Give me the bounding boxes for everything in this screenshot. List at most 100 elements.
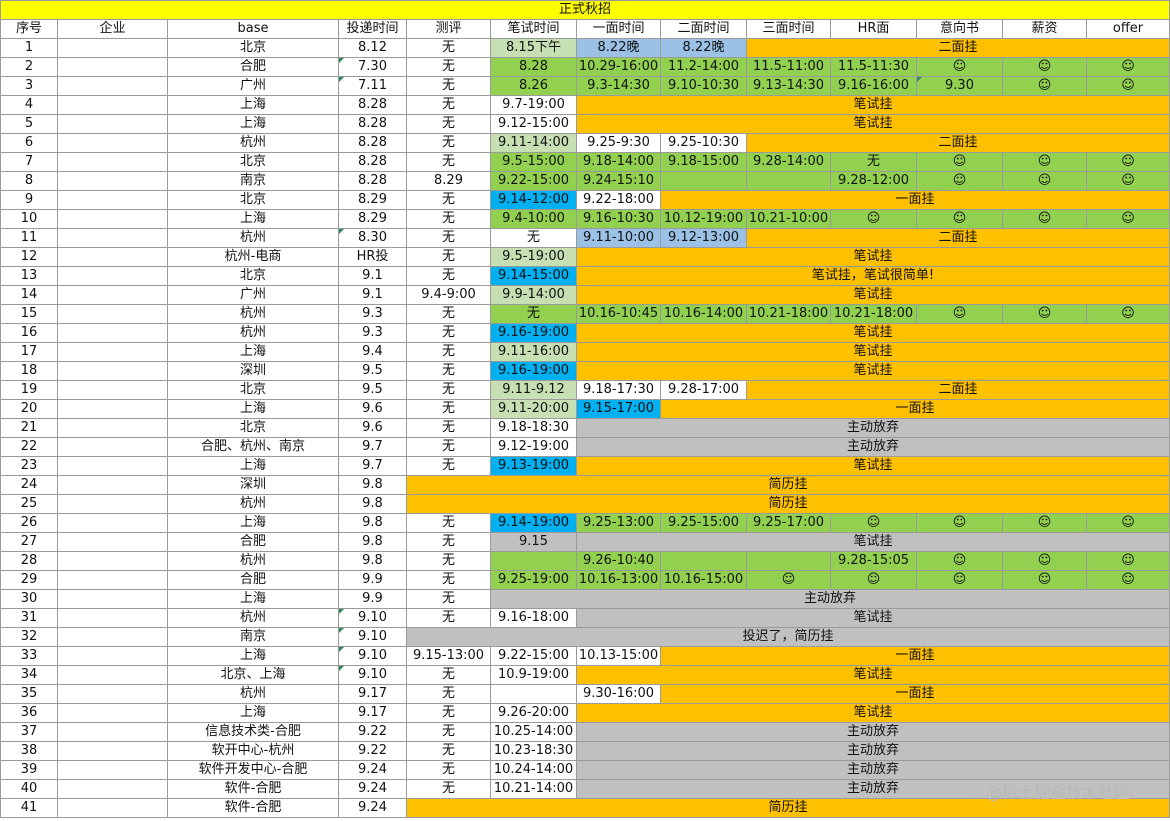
hr-interview-cell[interactable]: 9.28-12:00 xyxy=(830,171,917,191)
status-merged-cell[interactable]: 简历挂 xyxy=(406,475,1170,495)
status-merged-cell[interactable]: 主动放弃 xyxy=(576,722,1170,742)
company-cell[interactable] xyxy=(57,171,168,191)
salary-cell[interactable]: ☺ xyxy=(1002,551,1087,571)
base-cell[interactable]: 上海 xyxy=(167,209,339,229)
assessment-cell[interactable]: 无 xyxy=(406,570,491,590)
apply-date-cell[interactable]: 9.8 xyxy=(338,494,407,514)
written-test-cell[interactable]: 10.24-14:00 xyxy=(490,760,577,780)
sheet-title-cell[interactable]: 正式秋招 xyxy=(0,0,1170,20)
offer-cell[interactable]: ☺ xyxy=(1086,209,1170,229)
base-cell[interactable]: 南京 xyxy=(167,171,339,191)
status-merged-cell[interactable]: 笔试挂 xyxy=(576,323,1170,343)
status-merged-cell[interactable]: 一面挂 xyxy=(660,646,1170,666)
company-cell[interactable] xyxy=(57,418,168,438)
status-merged-cell[interactable]: 笔试挂 xyxy=(576,703,1170,723)
written-test-cell[interactable]: 9.22-15:00 xyxy=(490,171,577,191)
interview-2-cell[interactable]: 9.18-15:00 xyxy=(660,152,747,172)
apply-date-cell[interactable]: 9.8 xyxy=(338,532,407,552)
interview-1-cell[interactable]: 9.30-16:00 xyxy=(576,684,661,704)
index-cell[interactable]: 34 xyxy=(0,665,58,685)
written-test-cell[interactable]: 9.13-19:00 xyxy=(490,456,577,476)
written-test-cell[interactable]: 9.5-15:00 xyxy=(490,152,577,172)
interview-3-cell[interactable]: 9.25-17:00 xyxy=(746,513,831,533)
apply-date-cell[interactable]: 9.5 xyxy=(338,361,407,381)
status-merged-cell[interactable]: 笔试挂 xyxy=(576,285,1170,305)
index-cell[interactable]: 11 xyxy=(0,228,58,248)
assessment-cell[interactable]: 无 xyxy=(406,551,491,571)
apply-date-cell[interactable]: 8.29 xyxy=(338,209,407,229)
written-test-cell[interactable]: 10.9-19:00 xyxy=(490,665,577,685)
company-cell[interactable] xyxy=(57,722,168,742)
hr-interview-cell[interactable]: 11.5-11:30 xyxy=(830,57,917,77)
base-cell[interactable]: 上海 xyxy=(167,95,339,115)
written-test-cell[interactable]: 9.14-12:00 xyxy=(490,190,577,210)
apply-date-cell[interactable]: 8.28 xyxy=(338,133,407,153)
index-cell[interactable]: 35 xyxy=(0,684,58,704)
interview-1-cell[interactable]: 9.3-14:30 xyxy=(576,76,661,96)
index-cell[interactable]: 7 xyxy=(0,152,58,172)
hr-interview-cell[interactable]: 10.21-18:00 xyxy=(830,304,917,324)
written-test-cell[interactable]: 9.14-15:00 xyxy=(490,266,577,286)
base-cell[interactable]: 北京 xyxy=(167,152,339,172)
offer-cell[interactable]: ☺ xyxy=(1086,570,1170,590)
index-cell[interactable]: 37 xyxy=(0,722,58,742)
intent-letter-cell[interactable]: ☺ xyxy=(916,570,1003,590)
assessment-cell[interactable]: 无 xyxy=(406,152,491,172)
written-test-cell[interactable]: 9.16-19:00 xyxy=(490,361,577,381)
status-merged-cell[interactable]: 一面挂 xyxy=(660,684,1170,704)
status-merged-cell[interactable]: 二面挂 xyxy=(746,38,1170,58)
salary-cell[interactable]: ☺ xyxy=(1002,304,1087,324)
status-merged-cell[interactable]: 笔试挂 xyxy=(576,247,1170,267)
salary-cell[interactable]: ☺ xyxy=(1002,209,1087,229)
base-cell[interactable]: 北京 xyxy=(167,190,339,210)
base-cell[interactable]: 杭州 xyxy=(167,608,339,628)
assessment-cell[interactable]: 无 xyxy=(406,380,491,400)
intent-letter-cell[interactable]: ☺ xyxy=(916,209,1003,229)
company-cell[interactable] xyxy=(57,247,168,267)
apply-date-cell[interactable]: 9.3 xyxy=(338,304,407,324)
interview-1-cell[interactable]: 10.16-10:45 xyxy=(576,304,661,324)
company-cell[interactable] xyxy=(57,570,168,590)
company-cell[interactable] xyxy=(57,323,168,343)
written-test-cell[interactable]: 9.9-14:00 xyxy=(490,285,577,305)
base-cell[interactable]: 上海 xyxy=(167,646,339,666)
intent-letter-cell[interactable]: ☺ xyxy=(916,513,1003,533)
status-merged-cell[interactable]: 笔试挂 xyxy=(576,114,1170,134)
company-cell[interactable] xyxy=(57,57,168,77)
written-test-cell[interactable]: 9.11-16:00 xyxy=(490,342,577,362)
apply-date-cell[interactable]: 8.12 xyxy=(338,38,407,58)
apply-date-cell[interactable]: 9.24 xyxy=(338,760,407,780)
status-merged-cell[interactable]: 一面挂 xyxy=(660,190,1170,210)
status-merged-cell[interactable]: 笔试挂 xyxy=(576,342,1170,362)
status-merged-cell[interactable]: 笔试挂，笔试很简单! xyxy=(576,266,1170,286)
written-test-cell[interactable] xyxy=(490,684,577,704)
assessment-cell[interactable]: 无 xyxy=(406,228,491,248)
interview-2-cell[interactable]: 10.12-19:00 xyxy=(660,209,747,229)
index-cell[interactable]: 21 xyxy=(0,418,58,438)
apply-date-cell[interactable]: 9.10 xyxy=(338,608,407,628)
company-cell[interactable] xyxy=(57,285,168,305)
index-cell[interactable]: 17 xyxy=(0,342,58,362)
interview-3-cell[interactable]: 9.13-14:30 xyxy=(746,76,831,96)
written-test-cell[interactable]: 9.16-19:00 xyxy=(490,323,577,343)
status-merged-cell[interactable]: 简历挂 xyxy=(406,798,1170,818)
base-cell[interactable]: 杭州-电商 xyxy=(167,247,339,267)
company-cell[interactable] xyxy=(57,266,168,286)
status-merged-cell[interactable]: 二面挂 xyxy=(746,228,1170,248)
company-cell[interactable] xyxy=(57,627,168,647)
company-cell[interactable] xyxy=(57,437,168,457)
assessment-cell[interactable]: 无 xyxy=(406,247,491,267)
intent-letter-cell[interactable]: ☺ xyxy=(916,152,1003,172)
index-cell[interactable]: 20 xyxy=(0,399,58,419)
company-cell[interactable] xyxy=(57,361,168,381)
intent-letter-cell[interactable]: ☺ xyxy=(916,304,1003,324)
status-merged-cell[interactable]: 笔试挂 xyxy=(576,532,1170,552)
written-test-cell[interactable]: 9.25-19:00 xyxy=(490,570,577,590)
apply-date-cell[interactable]: 9.3 xyxy=(338,323,407,343)
salary-cell[interactable]: ☺ xyxy=(1002,570,1087,590)
interview-2-cell[interactable]: 11.2-14:00 xyxy=(660,57,747,77)
apply-date-cell[interactable]: 9.7 xyxy=(338,456,407,476)
assessment-cell[interactable]: 无 xyxy=(406,133,491,153)
written-test-cell[interactable]: 9.14-19:00 xyxy=(490,513,577,533)
apply-date-cell[interactable]: 9.8 xyxy=(338,551,407,571)
